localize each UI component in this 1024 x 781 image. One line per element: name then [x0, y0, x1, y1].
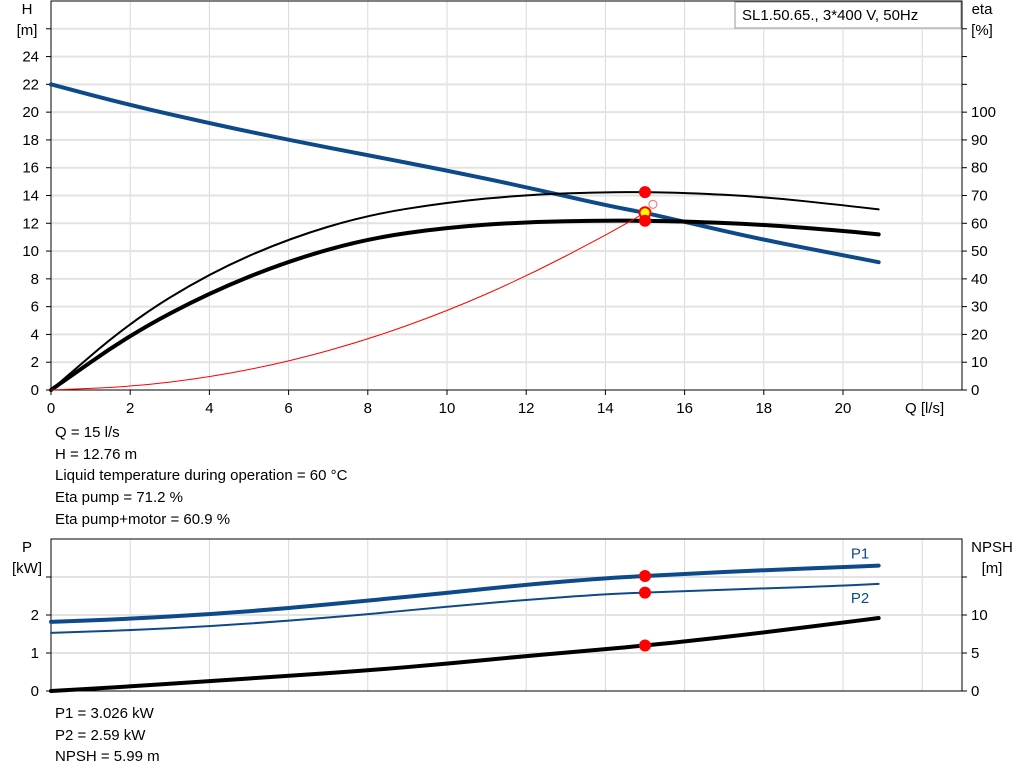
x-axis-label: Q [l/s]	[905, 400, 944, 417]
series-line-p1	[49, 563, 881, 624]
series-label-p2: P2	[851, 590, 869, 607]
y-tick-label-right: 80	[971, 160, 988, 177]
series-label-p1: P1	[851, 546, 869, 563]
y-tick-label-right: 30	[971, 299, 988, 316]
y-tick-label-left: 4	[31, 326, 39, 343]
y-tick-label-left: 6	[31, 299, 39, 316]
info-eta-pump: Eta pump = 71.2 %	[55, 489, 183, 506]
x-tick-label: 4	[205, 400, 213, 417]
series-line-3	[50, 212, 646, 391]
y-axis-label-left: H	[22, 1, 33, 18]
y-tick-label-right: 40	[971, 271, 988, 288]
y-tick-label-right: 10	[971, 354, 988, 371]
y-axis-unit-right: [m]	[982, 560, 1003, 577]
y-tick-label-left: 16	[22, 160, 39, 177]
x-tick-label: 2	[126, 400, 134, 417]
x-tick-label: 8	[364, 400, 372, 417]
series-line-p2	[50, 582, 880, 634]
x-tick-label: 16	[676, 400, 693, 417]
series-line-1	[50, 191, 880, 391]
info-p1: P1 = 3.026 kW	[55, 705, 154, 722]
series-line-2	[49, 218, 881, 392]
y-tick-label-left: 22	[22, 76, 39, 93]
info-npsh: NPSH = 5.99 m	[55, 748, 160, 765]
y-axis-label-right: eta	[972, 1, 994, 18]
info-eta-total: Eta pump+motor = 60.9 %	[55, 511, 231, 528]
y-axis-unit-left: [m]	[17, 22, 38, 39]
x-tick-label: 12	[518, 400, 535, 417]
y-axis-label-left: P	[22, 539, 32, 556]
x-tick-label: 20	[835, 400, 852, 417]
legend-box	[734, 1, 962, 29]
x-tick-label: 14	[597, 400, 614, 417]
y-tick-label-right: 90	[971, 132, 988, 149]
y-tick-label-left: 14	[22, 188, 39, 205]
y-axis-unit-left: [kW]	[12, 560, 42, 577]
duty-point	[639, 570, 651, 583]
y-tick-label-left: 8	[31, 271, 39, 288]
y-tick-label-right: 10	[971, 607, 988, 624]
y-tick-label-right: 0	[971, 683, 979, 700]
y-tick-label-left: 12	[22, 215, 39, 232]
y-tick-label-right: 60	[971, 215, 988, 232]
y-tick-label-left: 20	[22, 104, 39, 121]
y-tick-label-right: 100	[971, 104, 996, 121]
duty-point	[639, 639, 651, 652]
x-tick-label: 10	[439, 400, 456, 417]
x-tick-label: 0	[47, 400, 55, 417]
y-tick-label-left: 1	[31, 645, 39, 662]
y-tick-label-right: 70	[971, 188, 988, 205]
info-h: H = 12.76 m	[55, 446, 138, 463]
duty-point	[639, 214, 651, 227]
y-tick-label-right: 50	[971, 243, 988, 260]
y-tick-label-right: 20	[971, 326, 988, 343]
legend-title: SL1.50.65., 3*400 V, 50Hz	[742, 7, 918, 24]
y-tick-label-right: 0	[971, 382, 979, 399]
x-tick-label: 18	[755, 400, 772, 417]
y-tick-label-left: 24	[22, 49, 39, 66]
y-tick-label-left: 10	[22, 243, 39, 260]
info-p2: P2 = 2.59 kW	[55, 727, 146, 744]
y-axis-unit-right: [%]	[971, 22, 993, 39]
series-line-2	[49, 616, 881, 693]
y-tick-label-left: 2	[31, 607, 39, 624]
info-q: Q = 15 l/s	[55, 424, 120, 441]
x-tick-label: 6	[284, 400, 292, 417]
y-tick-label-right: 5	[971, 645, 979, 662]
y-tick-label-left: 2	[31, 354, 39, 371]
y-axis-label-right: NPSH	[971, 539, 1013, 556]
y-tick-label-left: 18	[22, 132, 39, 149]
info-temp: Liquid temperature during operation = 60…	[55, 467, 348, 484]
y-tick-label-left: 0	[31, 683, 39, 700]
series-line-0	[49, 82, 881, 265]
duty-point	[639, 586, 651, 599]
y-tick-label-left: 0	[31, 382, 39, 399]
duty-point	[639, 186, 651, 199]
red-curve-end-loop	[648, 199, 658, 209]
